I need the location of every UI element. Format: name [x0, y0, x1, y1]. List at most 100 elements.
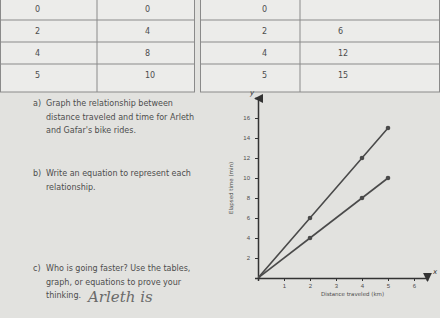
table: 0 0 2 4 4 8 5 10 [0, 0, 195, 92]
y-tick-label: 16 [243, 115, 250, 121]
table-cell: 0 [145, 5, 150, 14]
x-tick: 2 [309, 278, 313, 289]
question-label: b) [33, 169, 41, 178]
y-tick-label: 6 [247, 215, 251, 221]
table-cell: 12 [338, 49, 348, 58]
plot [258, 126, 390, 278]
table-cell: 10 [145, 71, 155, 80]
x-tick: 6 [413, 278, 417, 289]
question-label: a) [33, 99, 41, 108]
y-tick-label: 12 [243, 155, 250, 161]
question-text: thinking. [46, 291, 81, 300]
question-text: distance traveled and time for Arleth [46, 113, 194, 122]
y-tick-mark [255, 258, 258, 259]
series-point [360, 156, 365, 161]
table-rule [0, 20, 195, 21]
series-point [308, 236, 313, 241]
table-rule [200, 42, 440, 43]
x-tick-label: 1 [283, 283, 287, 289]
series-point [258, 276, 260, 278]
x-tick: 4 [361, 278, 365, 289]
series-line [258, 178, 388, 278]
y-tick-label: 2 [247, 255, 251, 261]
y-tick-mark [255, 158, 258, 159]
y-tick-mark [255, 198, 258, 199]
series-line [258, 128, 388, 278]
y-tick: 2 [247, 255, 258, 261]
table-frame [1, 0, 195, 92]
x-tick-mark [336, 278, 337, 281]
y-tick-label: 4 [247, 235, 251, 241]
x-tick: 5 [387, 278, 391, 289]
x-tick-mark [388, 278, 389, 281]
question-label: c) [33, 264, 41, 273]
table-rule [200, 64, 440, 65]
y-tick-label: 8 [247, 195, 251, 201]
x-tick-label: 3 [335, 283, 339, 289]
question-text: Graph the relationship between [46, 99, 173, 108]
table-cell: 6 [338, 27, 343, 36]
y-tick-label: 14 [243, 135, 250, 141]
x-axis-letter: x [432, 268, 438, 276]
table-rule [200, 20, 440, 21]
table-cell: 5 [35, 71, 40, 80]
table-cell: 4 [145, 27, 150, 36]
table-cell: 8 [145, 49, 150, 58]
series-point [386, 176, 391, 181]
y-tick: 6 [247, 215, 258, 221]
y-tick-mark [255, 218, 258, 219]
y-tick: 10 [243, 175, 258, 181]
series-point [308, 216, 313, 221]
table-rule [0, 64, 195, 65]
x-tick: 3 [335, 278, 339, 289]
x-tick-mark [284, 278, 285, 281]
y-tick-mark [255, 238, 258, 239]
x-tick-label: 2 [309, 283, 313, 289]
table-divider [97, 0, 98, 92]
y-tick-label: 10 [243, 175, 250, 181]
page: 002448510026412515a)Graph the relationsh… [0, 0, 440, 318]
table-cell: 2 [262, 27, 267, 36]
paper [0, 0, 440, 318]
table: 0 2 6 4 12 5 15 [200, 0, 440, 92]
y-tick: 16 [243, 115, 258, 121]
y-axis-line [255, 99, 259, 279]
y-tick-mark [255, 138, 258, 139]
x-axis-title: Distance traveled (km) [321, 291, 384, 297]
series-point [386, 126, 391, 131]
y-tick-mark [255, 118, 258, 119]
table-cell: 0 [35, 5, 40, 14]
x-axis: 1 2 3 4 5 6 [259, 278, 428, 289]
y-tick: 14 [243, 135, 258, 141]
table-cell: 15 [338, 71, 348, 80]
x-tick-label: 5 [387, 283, 391, 289]
question-text: Write an equation to represent each [46, 169, 191, 178]
question-text: and Gafar's bike rides. [46, 126, 136, 135]
question-text: Who is going faster? Use the tables, [46, 264, 190, 273]
table-cell: 0 [262, 5, 267, 14]
x-tick: 1 [283, 278, 287, 289]
y-tick: 4 [247, 235, 258, 241]
table-cell: 2 [35, 27, 40, 36]
question-text: relationship. [46, 183, 96, 192]
chart: 123456246810121416Distance traveled (km)… [228, 89, 438, 297]
x-axis-line [259, 279, 428, 282]
table-cell: 4 [262, 49, 267, 58]
y-tick-mark [255, 178, 258, 179]
question: b) Write an equation to represent each rel… [33, 169, 191, 192]
y-tick: 8 [247, 195, 258, 201]
series-point [360, 196, 365, 201]
x-tick-mark [310, 278, 311, 281]
x-tick-label: 6 [413, 283, 417, 289]
x-tick-mark [362, 278, 363, 281]
handwritten-answer: Arleth is [86, 288, 153, 306]
x-tick-mark [414, 278, 415, 281]
question: a) Graph the relationship between distance… [33, 99, 194, 135]
y-tick: 12 [243, 155, 258, 161]
table-cell: 5 [262, 71, 267, 80]
x-tick-label: 4 [361, 283, 365, 289]
table-divider [300, 0, 301, 92]
table-cell: 4 [35, 49, 40, 58]
question-text: graph, or equations to prove your [46, 278, 182, 287]
table-rule [0, 42, 195, 43]
